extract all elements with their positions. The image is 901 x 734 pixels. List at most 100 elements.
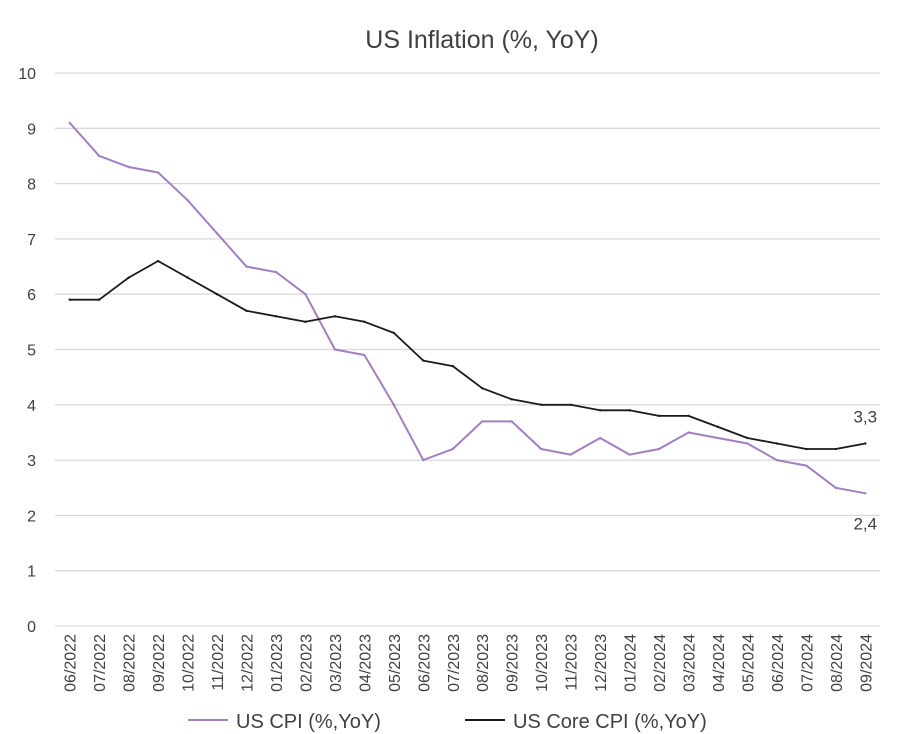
x-tick-label: 12/2023 xyxy=(593,634,610,692)
x-tick-label: 08/2024 xyxy=(829,634,846,692)
x-tick-label: 11/2022 xyxy=(210,634,227,691)
x-tick-label: 05/2023 xyxy=(387,634,404,692)
data-point xyxy=(451,364,454,368)
x-tick-label: 04/2023 xyxy=(357,634,374,692)
data-point xyxy=(834,486,838,489)
y-tick-label: 8 xyxy=(27,177,36,194)
data-point xyxy=(333,315,337,318)
y-tick-label: 1 xyxy=(27,564,36,581)
legend-label-us-core-cpi: US Core CPI (%,YoY) xyxy=(513,711,707,733)
data-point xyxy=(215,293,219,296)
end-label-us-core-cpi: 3,3 xyxy=(853,408,877,427)
x-tick-label: 09/2023 xyxy=(505,634,522,692)
data-point xyxy=(68,298,71,301)
x-tick-label: 12/2022 xyxy=(240,634,257,692)
x-tick-label: 06/2022 xyxy=(63,634,80,692)
data-point xyxy=(746,436,749,440)
data-point xyxy=(156,171,160,174)
data-point xyxy=(510,420,513,423)
y-tick-label: 5 xyxy=(27,343,36,360)
data-point xyxy=(156,259,160,263)
y-tick-label: 4 xyxy=(27,398,36,415)
y-tick-label: 10 xyxy=(18,66,36,83)
data-point xyxy=(215,232,219,235)
y-tick-label: 3 xyxy=(27,453,36,470)
x-tick-label: 08/2023 xyxy=(475,634,492,692)
y-tick-label: 6 xyxy=(27,287,36,304)
series-line-us-core-cpi xyxy=(68,260,867,450)
x-tick-label: 06/2024 xyxy=(770,634,787,692)
y-tick-label: 7 xyxy=(27,232,36,249)
data-point xyxy=(569,403,572,406)
gridlines xyxy=(55,72,880,627)
x-tick-label: 09/2024 xyxy=(858,634,875,692)
data-point xyxy=(274,315,278,318)
data-point xyxy=(569,453,572,456)
data-point xyxy=(451,447,454,451)
y-tick-label: 2 xyxy=(27,508,36,525)
y-tick-label: 0 xyxy=(27,619,36,636)
data-point xyxy=(657,447,661,451)
data-point xyxy=(628,409,631,412)
data-point xyxy=(392,403,396,406)
x-tick-label: 08/2022 xyxy=(122,634,139,692)
x-tick-label: 02/2023 xyxy=(298,634,315,692)
data-point xyxy=(628,453,631,456)
data-point xyxy=(539,447,543,451)
legend: US CPI (%,YoY) US Core CPI (%,YoY) xyxy=(188,711,707,733)
x-tick-label: 02/2024 xyxy=(652,634,669,692)
y-axis-ticks: 0 1 2 3 4 5 6 7 8 9 10 xyxy=(18,66,36,636)
data-point xyxy=(716,425,720,429)
x-tick-label: 06/2023 xyxy=(416,634,433,692)
data-point xyxy=(481,420,484,423)
end-label-us-cpi: 2,4 xyxy=(853,514,877,533)
data-point xyxy=(746,442,749,445)
x-tick-label: 09/2022 xyxy=(151,634,168,692)
data-point xyxy=(68,121,71,124)
data-point xyxy=(834,447,838,451)
x-tick-label: 01/2023 xyxy=(269,634,286,692)
x-tick-label: 07/2023 xyxy=(446,634,463,692)
data-point xyxy=(805,447,808,451)
x-axis-ticks: 06/2022 07/2022 08/2022 09/2022 10/2022 11/20… xyxy=(63,634,876,692)
chart-title: US Inflation (%, YoY) xyxy=(365,26,598,54)
x-tick-label: 07/2024 xyxy=(799,634,816,692)
data-point xyxy=(864,442,867,445)
data-point xyxy=(687,414,690,418)
data-point xyxy=(97,154,101,158)
series-line-us-cpi xyxy=(68,121,867,495)
data-point xyxy=(422,359,425,362)
x-tick-label: 10/2023 xyxy=(534,634,551,692)
data-point xyxy=(481,387,484,390)
data-point xyxy=(127,276,130,279)
data-point xyxy=(716,436,720,440)
data-point xyxy=(775,458,779,462)
data-point xyxy=(363,320,366,324)
data-point xyxy=(245,265,248,268)
data-point xyxy=(304,320,307,324)
data-point xyxy=(333,348,337,351)
data-point xyxy=(245,309,248,312)
series-lines xyxy=(68,121,867,495)
x-tick-label: 03/2023 xyxy=(328,634,345,692)
x-tick-label: 07/2022 xyxy=(92,634,109,692)
data-point xyxy=(775,442,779,445)
data-point xyxy=(392,331,396,335)
x-tick-label: 01/2024 xyxy=(623,634,640,692)
data-point xyxy=(274,270,278,274)
data-point xyxy=(127,165,130,169)
data-point xyxy=(687,431,690,434)
data-point xyxy=(805,464,808,467)
x-tick-label: 04/2024 xyxy=(711,634,728,692)
x-tick-label: 03/2024 xyxy=(681,634,698,692)
end-labels: 2,4 3,3 xyxy=(853,408,877,534)
data-point xyxy=(864,492,867,495)
data-point xyxy=(186,276,189,279)
data-point xyxy=(657,414,661,418)
data-point xyxy=(598,436,602,440)
x-tick-label: 10/2022 xyxy=(181,634,198,692)
y-tick-label: 9 xyxy=(27,121,36,138)
x-tick-label: 05/2024 xyxy=(740,634,757,692)
data-point xyxy=(186,198,189,202)
